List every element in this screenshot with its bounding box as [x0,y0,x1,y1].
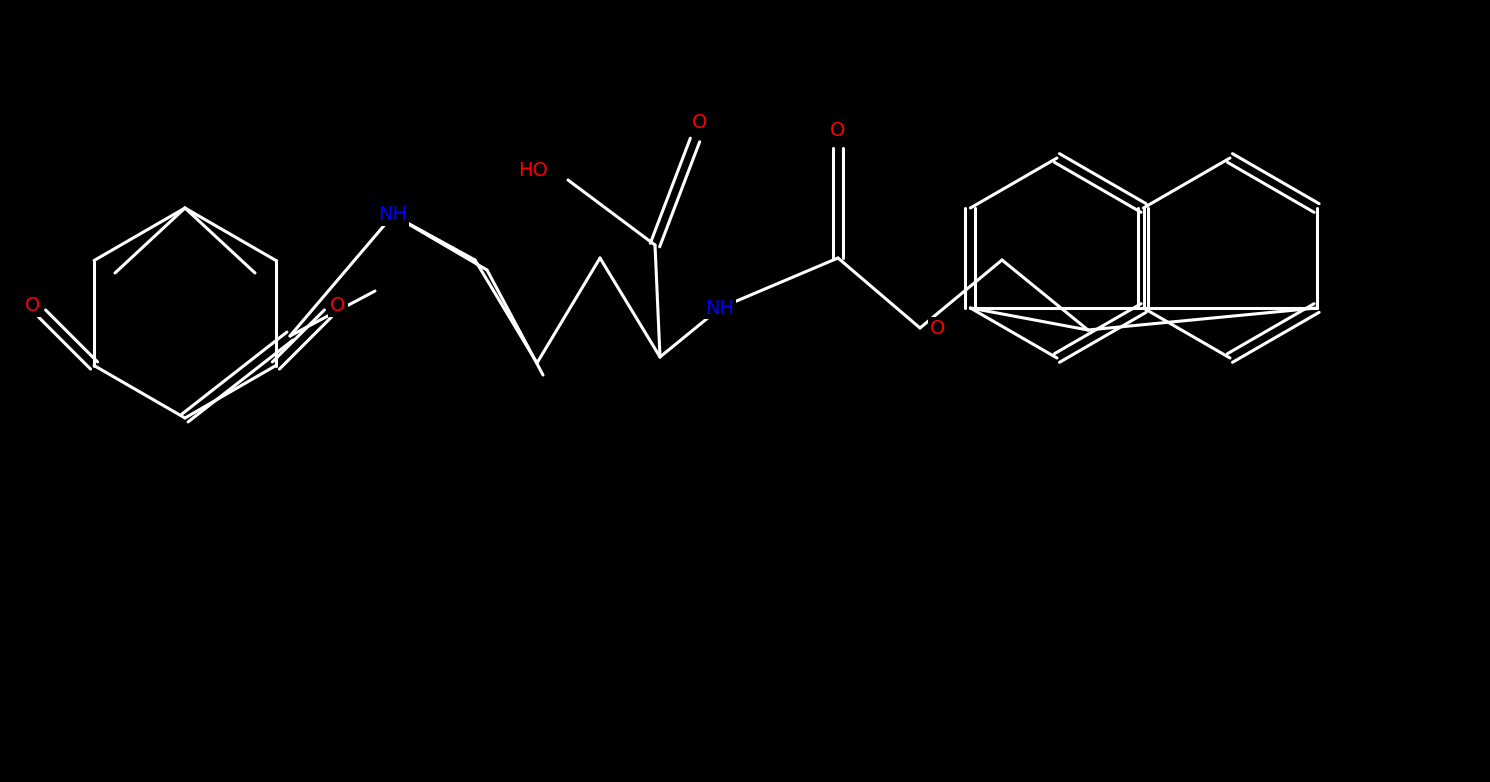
Text: O: O [693,113,708,131]
Text: O: O [24,296,40,315]
Text: NH: NH [378,206,407,224]
Text: O: O [331,296,346,315]
Text: O: O [930,318,946,338]
Text: O: O [830,120,846,139]
Text: NH: NH [705,299,735,317]
Text: HO: HO [519,160,548,180]
